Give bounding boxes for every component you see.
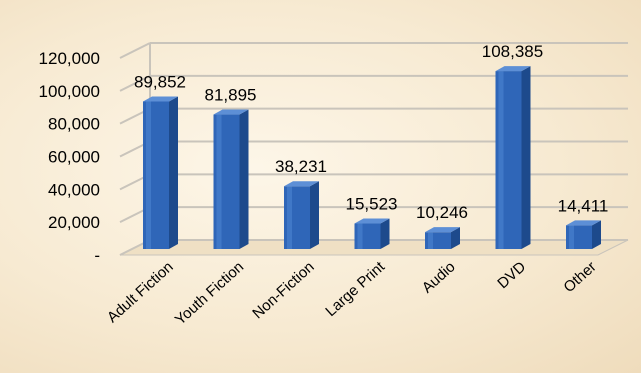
y-tick-label: 40,000 bbox=[48, 180, 100, 199]
bar-highlight bbox=[216, 114, 222, 249]
bar-top bbox=[213, 109, 249, 115]
bar-side bbox=[521, 66, 531, 249]
y-tick-label: 120,000 bbox=[39, 49, 100, 68]
bar-highlight bbox=[287, 186, 292, 249]
bars bbox=[143, 66, 601, 249]
bar-side bbox=[169, 96, 178, 249]
data-label: 81,895 bbox=[205, 86, 257, 105]
data-labels: 89,852 81,895 38,231 15,523 10,246 108,385 14,… bbox=[134, 42, 608, 222]
y-tick-label: 80,000 bbox=[48, 115, 100, 134]
bar-highlight bbox=[569, 225, 574, 249]
y-tick-label: - bbox=[94, 246, 100, 265]
y-axis-ticks: - 20,000 40,000 60,000 80,000 100,000 120,000 bbox=[39, 49, 100, 265]
data-label: 108,385 bbox=[482, 42, 543, 61]
bar bbox=[425, 227, 460, 249]
bar-top bbox=[566, 220, 601, 226]
bar-highlight bbox=[146, 101, 151, 249]
bar-top bbox=[495, 66, 531, 72]
category-label: Non-Fiction bbox=[249, 258, 317, 322]
y-tick-label: 20,000 bbox=[48, 213, 100, 232]
category-label: Youth Fiction bbox=[172, 258, 247, 328]
bar-top bbox=[425, 227, 460, 233]
category-label: Large Print bbox=[322, 258, 389, 320]
bar-highlight bbox=[498, 71, 504, 249]
data-label: 15,523 bbox=[346, 195, 398, 214]
bar bbox=[566, 220, 601, 249]
bar-side bbox=[239, 109, 249, 249]
bar bbox=[143, 96, 178, 249]
gridline-depth bbox=[119, 42, 151, 59]
data-label: 89,852 bbox=[134, 72, 186, 91]
bar-side bbox=[451, 227, 460, 249]
gridline-depth bbox=[119, 74, 151, 92]
y-tick-label: 60,000 bbox=[48, 148, 100, 167]
bar-top bbox=[143, 96, 178, 102]
bar-highlight bbox=[428, 232, 433, 249]
category-label: Other bbox=[560, 258, 599, 296]
bar bbox=[354, 218, 390, 249]
bar-side bbox=[310, 181, 319, 249]
category-label: Adult Fiction bbox=[104, 258, 177, 326]
data-label: 10,246 bbox=[416, 203, 468, 222]
bar-top bbox=[284, 181, 319, 187]
data-label: 38,231 bbox=[275, 157, 327, 176]
bar-top bbox=[354, 218, 390, 224]
bar-highlight bbox=[357, 223, 363, 249]
category-label: Audio bbox=[419, 258, 459, 296]
data-label: 14,411 bbox=[558, 196, 609, 215]
bar-side bbox=[380, 218, 390, 249]
bar bbox=[284, 181, 319, 249]
bar-side bbox=[592, 220, 601, 249]
category-label: DVD bbox=[494, 258, 529, 292]
bar bbox=[213, 109, 249, 249]
bar bbox=[495, 66, 531, 249]
y-tick-label: 100,000 bbox=[39, 82, 100, 101]
